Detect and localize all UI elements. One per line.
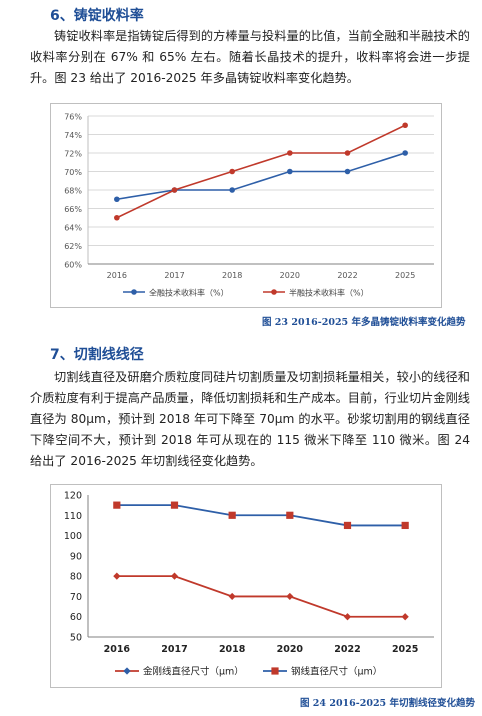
chart-24-frame: 50 60 70 80 90 100 110 120 2016 2017 2018 2020 2022 2… bbox=[50, 484, 442, 688]
x-tick-label: 2020 bbox=[277, 644, 304, 655]
y-tick-label: 72% bbox=[64, 150, 82, 159]
y-tick-label: 76% bbox=[64, 113, 82, 122]
x-tick-label: 2017 bbox=[161, 644, 187, 655]
chart-24-caption: 图 24 2016-2025 年切割线径变化趋势 bbox=[300, 698, 475, 709]
y-tick-label: 50 bbox=[70, 633, 82, 644]
x-tick-label: 2017 bbox=[164, 271, 184, 280]
data-point bbox=[343, 613, 352, 621]
data-point bbox=[114, 196, 120, 203]
y-tick-label: 60% bbox=[64, 261, 82, 270]
chart-23-yield-trend: 60% 62% 64% 66% 68% 70% 72% 74% 76% 2016 2017 2018 2… bbox=[64, 113, 434, 298]
data-point bbox=[286, 592, 294, 601]
data-point bbox=[171, 187, 178, 193]
chart-23-frame: 60% 62% 64% 66% 68% 70% 72% 74% 76% 2016 2017 2018 2… bbox=[50, 103, 442, 308]
data-point bbox=[343, 521, 352, 530]
legend-swatch-marker bbox=[123, 667, 131, 675]
legend-label: 半融技术收料率（%） bbox=[289, 288, 369, 298]
y-tick-label: 62% bbox=[64, 242, 82, 251]
section-6-title: 6、铸锭收料率 bbox=[50, 8, 144, 24]
data-point bbox=[344, 168, 351, 175]
x-tick-label: 2020 bbox=[280, 271, 300, 280]
y-tick-label: 90 bbox=[70, 551, 82, 562]
x-tick-label: 2016 bbox=[104, 644, 131, 655]
x-tick-label: 2016 bbox=[107, 271, 127, 280]
legend-label: 钢线直径尺寸（μm） bbox=[291, 666, 382, 678]
y-tick-label: 80 bbox=[70, 572, 82, 583]
series-line-0 bbox=[116, 575, 406, 618]
data-point bbox=[287, 150, 293, 156]
y-tick-label: 100 bbox=[64, 531, 82, 542]
data-point bbox=[170, 501, 179, 509]
data-point bbox=[402, 122, 408, 129]
data-point bbox=[287, 168, 293, 175]
legend-swatch-marker bbox=[271, 289, 277, 295]
series-line-1 bbox=[116, 504, 406, 527]
series-line-0 bbox=[116, 152, 406, 201]
data-point bbox=[401, 521, 409, 530]
section-7-title: 7、切割线线径 bbox=[50, 347, 144, 363]
y-tick-label: 60 bbox=[70, 612, 82, 623]
data-point bbox=[229, 168, 235, 175]
x-tick-label: 2022 bbox=[334, 644, 360, 655]
data-point bbox=[170, 572, 179, 580]
y-tick-label: 66% bbox=[64, 205, 82, 214]
data-point bbox=[113, 501, 121, 509]
x-tick-label: 2025 bbox=[392, 644, 418, 655]
y-tick-label: 110 bbox=[64, 511, 82, 522]
legend-label: 金刚线直径尺寸（μm） bbox=[143, 666, 244, 678]
y-tick-label: 64% bbox=[64, 224, 82, 233]
data-point bbox=[286, 511, 294, 519]
x-tick-label: 2018 bbox=[222, 271, 242, 280]
legend-swatch-marker bbox=[271, 667, 279, 675]
y-tick-label: 70 bbox=[70, 592, 82, 603]
legend-label: 全融技术收料率（%） bbox=[149, 288, 229, 298]
legend-swatch-marker bbox=[131, 289, 137, 295]
series-line-1 bbox=[116, 124, 406, 219]
x-tick-label: 2025 bbox=[395, 271, 415, 280]
chart-24-wire-diameter-trend: 50 60 70 80 90 100 110 120 2016 2017 2018 2020 2022 2… bbox=[64, 491, 434, 678]
y-tick-label: 68% bbox=[64, 187, 82, 196]
y-tick-label: 70% bbox=[64, 168, 82, 177]
data-point bbox=[228, 592, 236, 601]
data-point bbox=[344, 150, 351, 156]
chart-23-caption: 图 23 2016-2025 年多晶铸锭收料率变化趋势 bbox=[262, 317, 466, 328]
x-tick-label: 2018 bbox=[219, 644, 246, 655]
data-point bbox=[401, 613, 409, 621]
y-tick-label: 120 bbox=[64, 491, 82, 502]
data-point bbox=[113, 572, 121, 580]
data-point bbox=[228, 511, 236, 519]
x-tick-label: 2022 bbox=[337, 271, 357, 280]
data-point bbox=[402, 150, 408, 156]
section-7-paragraph: 切割线直径及研磨介质粒度同硅片切割质量及切割损耗量相关，较小的线径和介质粒度有利… bbox=[30, 370, 470, 468]
data-point bbox=[229, 187, 235, 193]
data-point bbox=[114, 214, 120, 221]
y-tick-label: 74% bbox=[64, 131, 82, 140]
section-6-paragraph: 铸锭收料率是指铸锭后得到的方棒量与投料量的比值，当前全融和半融技术的收料率分别在… bbox=[30, 29, 470, 85]
